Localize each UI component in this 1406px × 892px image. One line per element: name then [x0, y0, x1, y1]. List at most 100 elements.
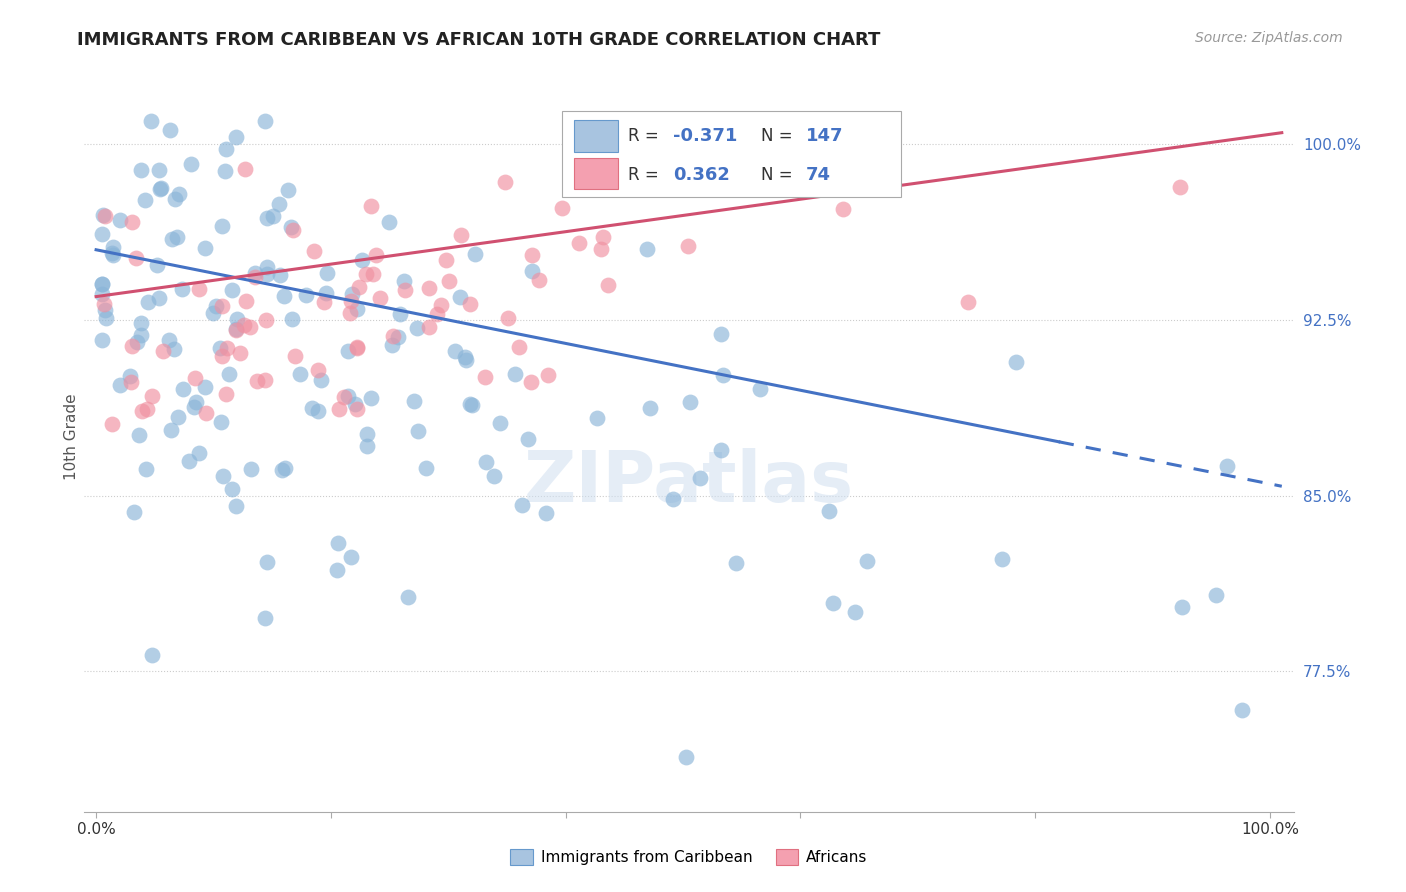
Point [215, 142, 238, 156]
Point [389, 307, 412, 321]
Point [844, 605, 866, 619]
Point [426, 307, 449, 321]
Point [184, 394, 207, 409]
Point [163, 192, 186, 206]
Point [749, 382, 772, 396]
Point [135, 401, 157, 416]
Point [352, 253, 374, 268]
Point [211, 469, 233, 483]
Point [1171, 599, 1194, 614]
Point [245, 270, 267, 285]
Point [339, 550, 361, 565]
Point [239, 319, 262, 334]
Point [195, 406, 218, 420]
Text: Source: ZipAtlas.com: Source: ZipAtlas.com [1195, 31, 1343, 45]
Point [328, 401, 350, 416]
Point [592, 230, 614, 244]
Point [856, 554, 879, 568]
Point [139, 114, 162, 128]
Point [496, 311, 519, 326]
Point [187, 446, 209, 460]
Point [415, 460, 437, 475]
Point [551, 201, 574, 215]
Point [1205, 588, 1227, 602]
Point [661, 491, 683, 506]
Y-axis label: 10th Grade: 10th Grade [63, 393, 79, 481]
Text: R =: R = [628, 166, 669, 184]
Point [141, 389, 163, 403]
Point [406, 321, 429, 335]
Point [454, 350, 477, 364]
Point [301, 401, 323, 416]
Point [96, 310, 118, 325]
Point [326, 563, 349, 577]
Point [233, 318, 256, 333]
Point [253, 373, 276, 387]
Point [832, 202, 855, 216]
Point [1005, 355, 1028, 369]
Point [464, 247, 486, 261]
Point [118, 368, 141, 383]
Point [1216, 459, 1239, 474]
Point [159, 333, 181, 347]
Point [494, 175, 516, 189]
Point [239, 462, 262, 476]
Point [281, 312, 304, 326]
Point [536, 507, 558, 521]
Point [125, 335, 148, 350]
Text: -0.371: -0.371 [673, 127, 738, 145]
Point [522, 264, 544, 278]
Point [568, 235, 591, 250]
Point [100, 417, 122, 431]
Point [638, 401, 661, 416]
Point [430, 298, 453, 312]
Text: N =: N = [762, 166, 799, 184]
Point [349, 280, 371, 294]
Point [402, 393, 425, 408]
Point [146, 258, 169, 272]
Point [356, 426, 378, 441]
Point [821, 596, 844, 610]
Point [1230, 703, 1253, 717]
Point [295, 288, 318, 302]
Point [284, 349, 307, 363]
Point [356, 439, 378, 453]
Point [475, 454, 498, 468]
Point [160, 231, 183, 245]
Point [342, 287, 364, 301]
Point [537, 368, 560, 382]
Point [281, 223, 304, 237]
Point [270, 462, 292, 476]
Point [304, 244, 326, 259]
Point [256, 555, 278, 569]
Text: 0.362: 0.362 [673, 166, 730, 184]
Point [288, 368, 311, 382]
FancyBboxPatch shape [574, 158, 617, 189]
Point [214, 386, 236, 401]
Point [346, 339, 368, 353]
Point [152, 344, 174, 359]
Point [307, 404, 329, 418]
Point [211, 219, 233, 234]
Point [100, 245, 122, 260]
Point [307, 363, 329, 377]
Point [450, 227, 472, 242]
Point [246, 375, 269, 389]
Point [396, 591, 419, 605]
Point [129, 328, 152, 343]
Point [221, 482, 243, 496]
Point [136, 294, 159, 309]
Point [214, 163, 236, 178]
Point [280, 219, 302, 234]
Point [679, 395, 702, 409]
Point [315, 285, 337, 300]
Text: 147: 147 [806, 127, 844, 145]
Point [381, 338, 404, 352]
Point [148, 291, 170, 305]
Point [91, 277, 114, 291]
Point [443, 343, 465, 358]
Point [101, 248, 124, 262]
Point [159, 123, 181, 137]
Point [418, 281, 440, 295]
Point [382, 329, 405, 343]
